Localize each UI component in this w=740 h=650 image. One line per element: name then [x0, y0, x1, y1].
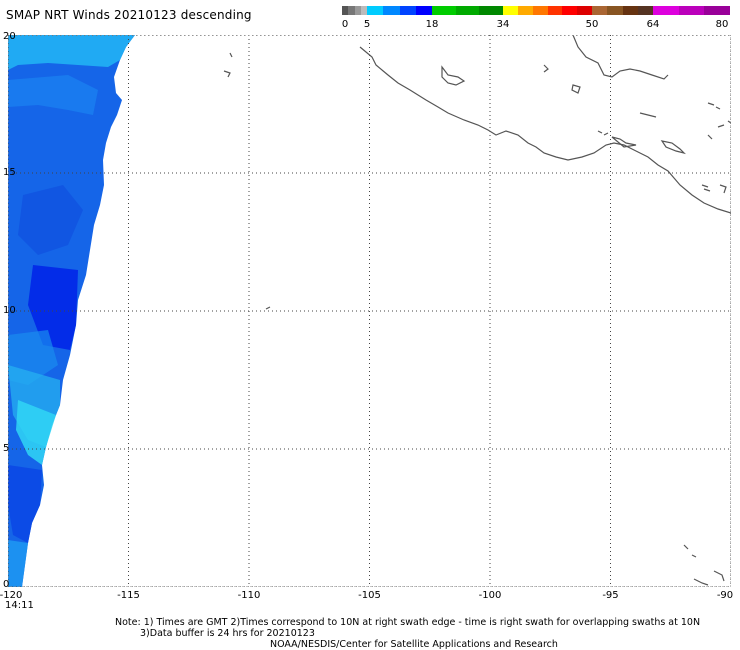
colorbar-swatch	[367, 6, 384, 15]
colorbar-swatch	[547, 6, 563, 15]
longitude-tick-label: -100	[478, 590, 502, 601]
colorbar-tick-label: 64	[646, 19, 660, 30]
longitude-tick-label: -105	[358, 590, 381, 601]
map-frame	[8, 35, 731, 587]
colorbar-swatch	[360, 6, 368, 15]
wind-speed-colorbar	[342, 6, 731, 15]
colorbar-swatch	[637, 6, 654, 15]
colorbar-swatch	[399, 6, 417, 15]
colorbar-swatch	[562, 6, 578, 15]
colorbar-swatch	[354, 6, 362, 15]
colorbar-swatch	[532, 6, 548, 15]
note-line-1: Note: 1) Times are GMT 2)Times correspon…	[115, 617, 701, 628]
colorbar-swatch	[517, 6, 534, 15]
colorbar-tick-label: 0	[341, 19, 349, 30]
colorbar-tick-label: 34	[496, 19, 510, 30]
lat-lon-grid	[8, 35, 731, 587]
colorbar-swatch	[678, 6, 705, 15]
longitude-tick-label: -110	[237, 590, 261, 601]
colorbar-swatch	[592, 6, 608, 15]
swath-time-label: 14:11	[5, 600, 34, 611]
wind-swath	[8, 35, 135, 587]
colorbar-tick-label: 80	[715, 19, 729, 30]
colorbar-tick-label: 5	[363, 19, 371, 30]
colorbar-swatch	[653, 6, 680, 15]
colorbar-swatch	[704, 6, 731, 15]
colorbar-swatch	[415, 6, 433, 15]
colorbar-swatch	[503, 6, 519, 15]
longitude-tick-label: -90	[716, 590, 734, 601]
colorbar-swatch	[607, 6, 623, 15]
colorbar-swatch	[383, 6, 400, 15]
note-line-3: NOAA/NESDIS/Center for Satellite Applica…	[270, 639, 558, 650]
colorbar-swatch	[432, 6, 457, 15]
colorbar-swatch	[622, 6, 639, 15]
longitude-tick-label: -115	[117, 590, 140, 601]
latitude-tick-label: 5	[3, 443, 10, 454]
colorbar-tick-label: 18	[425, 19, 439, 30]
colorbar-swatch	[342, 6, 349, 15]
latitude-tick-label: 15	[3, 167, 16, 178]
colorbar-swatch	[577, 6, 593, 15]
colorbar-tick-label: 50	[585, 19, 599, 30]
wind-map	[8, 35, 731, 587]
latitude-tick-label: 10	[3, 305, 16, 316]
latitude-tick-label: 20	[3, 31, 16, 42]
longitude-tick-label: -95	[602, 590, 619, 601]
colorbar-swatch	[455, 6, 480, 15]
longitude-tick-label: -120	[0, 590, 23, 601]
coastline	[223, 35, 731, 586]
latitude-tick-label: 0	[3, 579, 10, 590]
colorbar-swatch	[348, 6, 355, 15]
colorbar-swatch	[479, 6, 504, 15]
map-canvas	[8, 35, 731, 587]
note-line-2: 3)Data buffer is 24 hrs for 20210123	[140, 628, 315, 639]
map-title: SMAP NRT Winds 20210123 descending	[6, 8, 252, 22]
